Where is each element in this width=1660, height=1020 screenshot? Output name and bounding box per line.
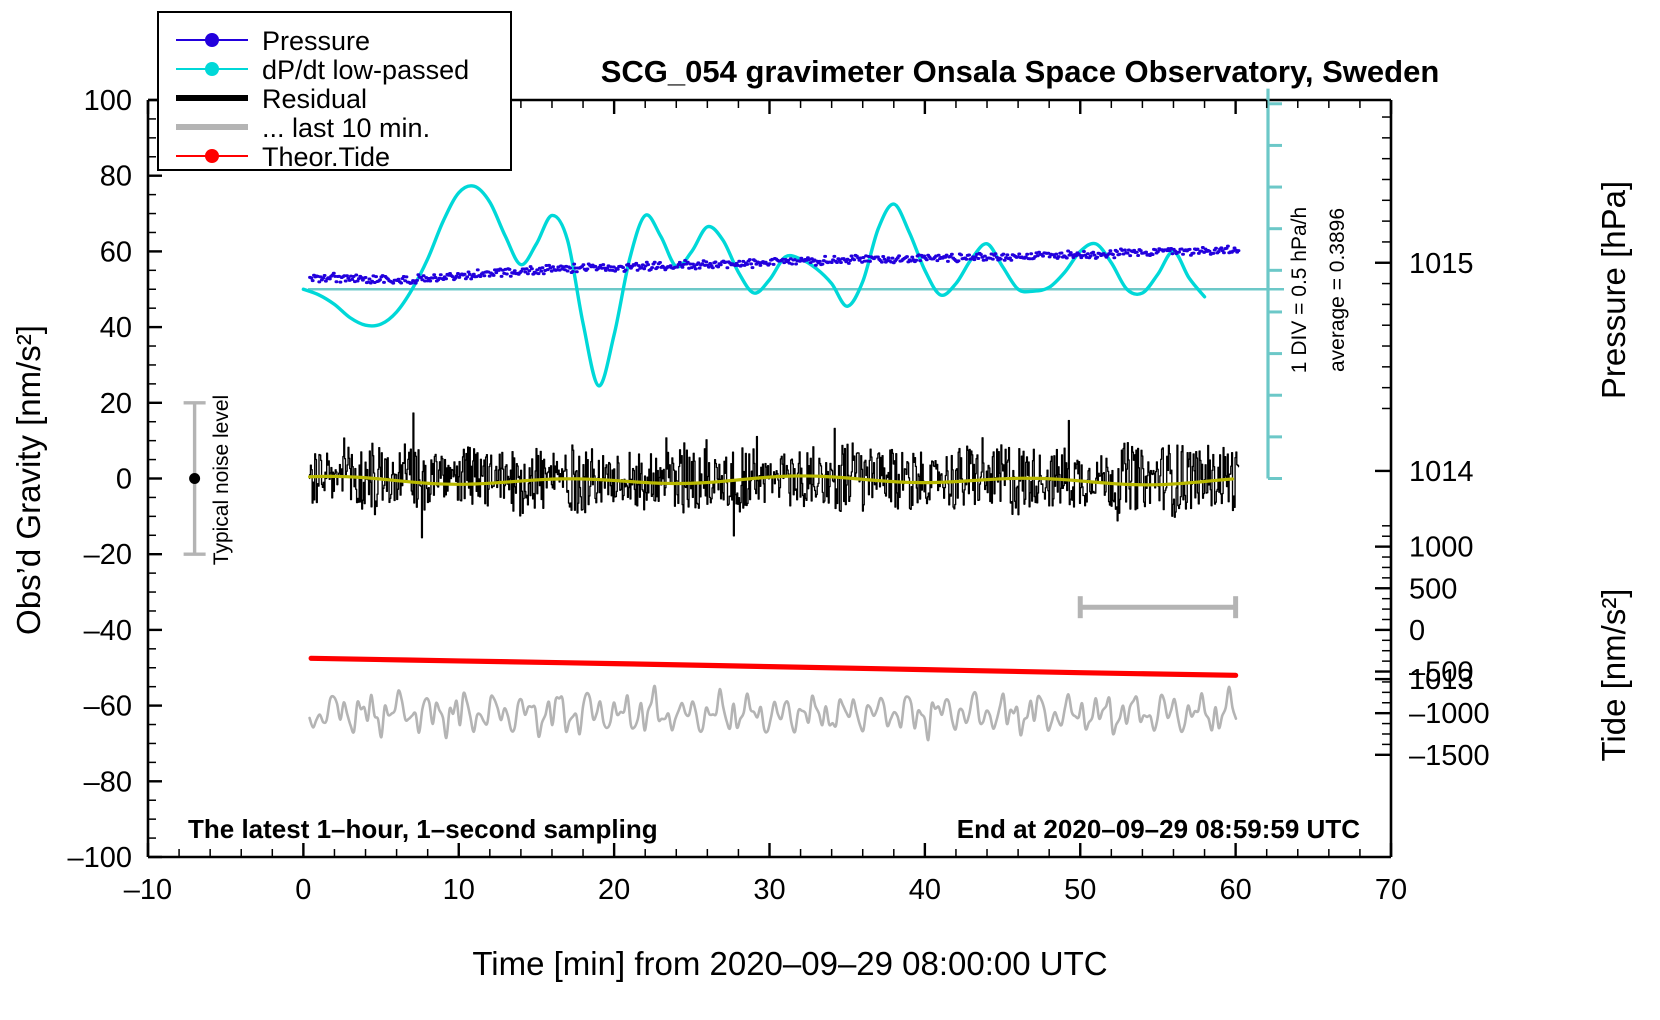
legend-dot-marker (205, 62, 219, 76)
end-time-annotation: End at 2020–09–29 08:59:59 UTC (957, 814, 1360, 844)
dpdt-division-label: 1 DIV = 0.5 hPa/h (1288, 207, 1311, 373)
series-last-10-min (308, 684, 1238, 742)
legend-item-pressure[interactable]: Pressure (176, 26, 370, 56)
series-theoretical-tide (308, 655, 1239, 678)
legend-item-label: Pressure (262, 26, 370, 56)
typical-noise-level-bar (183, 401, 206, 556)
y-tick-label-left: 100 (84, 85, 132, 117)
x-tick-label: –10 (124, 874, 172, 906)
y-tick-label-left: –80 (84, 766, 132, 798)
residual-smoothed-line (307, 474, 1235, 487)
y-tick-label-left: –40 (84, 615, 132, 647)
y-tick-label-left: –100 (67, 842, 132, 874)
x-tick-label: 20 (598, 874, 630, 906)
dpdt-lowpassed-line (301, 184, 1207, 388)
y-axis-left-title: Obs’d Gravity [nm/s²] (10, 325, 47, 635)
legend-item-last-10-min[interactable]: ... last 10 min. (176, 113, 430, 143)
legend-item-residual[interactable]: Residual (176, 84, 367, 114)
x-axis-title: Time [min] from 2020–09–29 08:00:00 UTC (472, 945, 1107, 982)
legend-dot-marker (205, 33, 219, 47)
legend-item-theor-tide[interactable]: Theor.Tide (176, 142, 390, 172)
last-10-min-trace (308, 684, 1238, 742)
theoretical-tide-line (308, 655, 1239, 678)
x-tick-label: 10 (443, 874, 475, 906)
y-tick-label-left: 80 (100, 161, 132, 193)
y-tick-label-tide: –500 (1409, 657, 1474, 689)
y-tick-label-left: 0 (116, 464, 132, 496)
series-dpdt-lowpassed (301, 184, 1284, 388)
legend-dot-marker (205, 149, 219, 163)
legend-item-label: Theor.Tide (262, 142, 390, 172)
series-residual-smoothed (307, 474, 1235, 487)
x-tick-label: 50 (1064, 874, 1096, 906)
series-pressure (308, 244, 1241, 285)
x-tick-label: 0 (295, 874, 311, 906)
legend-item-dp-dt-low-passed[interactable]: dP/dt low-passed (176, 55, 469, 85)
y-tick-label-tide: 0 (1409, 615, 1425, 647)
last-10-min-marker-bar (1077, 596, 1239, 619)
legend-item-label: dP/dt low-passed (262, 55, 469, 85)
x-tick-label: 30 (753, 874, 785, 906)
y-tick-label-pressure: 1014 (1409, 456, 1474, 488)
legend-item-label: ... last 10 min. (262, 113, 430, 143)
y-tick-label-pressure: 1015 (1409, 248, 1474, 280)
y-tick-label-tide: 500 (1409, 573, 1457, 605)
y-tick-label-left: –20 (84, 539, 132, 571)
y-tick-label-tide: 1000 (1409, 532, 1474, 564)
pressure-scatter-points (308, 244, 1241, 285)
typical-noise-level-label: Typical noise level (210, 395, 233, 565)
axes-group: –10 0 10 20 30 40 50 60 70100806040200–20–40–60–… (67, 85, 1489, 906)
x-tick-label: 60 (1219, 874, 1251, 906)
x-tick-label: 70 (1375, 874, 1407, 906)
y-tick-label-tide: –1000 (1409, 698, 1490, 730)
noise-bar-center-dot (189, 473, 201, 484)
y-tick-label-left: 60 (100, 236, 132, 268)
y-tick-label-left: 20 (100, 388, 132, 420)
dpdt-average-label: average = 0.3896 (1326, 208, 1349, 372)
dpdt-scale-axis (1266, 88, 1282, 480)
y-tick-label-left: 40 (100, 312, 132, 344)
x-tick-label: 40 (909, 874, 941, 906)
legend-item-label: Residual (262, 84, 367, 114)
sampling-annotation: The latest 1–hour, 1–second sampling (188, 814, 658, 844)
y-tick-label-left: –60 (84, 691, 132, 723)
y-axis-pressure-title: Pressure [hPa] (1595, 181, 1632, 399)
y-tick-label-pressure: 1013 (1409, 664, 1474, 696)
y-axis-tide-title: Tide [nm/s²] (1595, 589, 1632, 762)
y-tick-label-tide: –1500 (1409, 740, 1490, 772)
page-title: SCG_054 gravimeter Onsala Space Observat… (601, 54, 1440, 89)
